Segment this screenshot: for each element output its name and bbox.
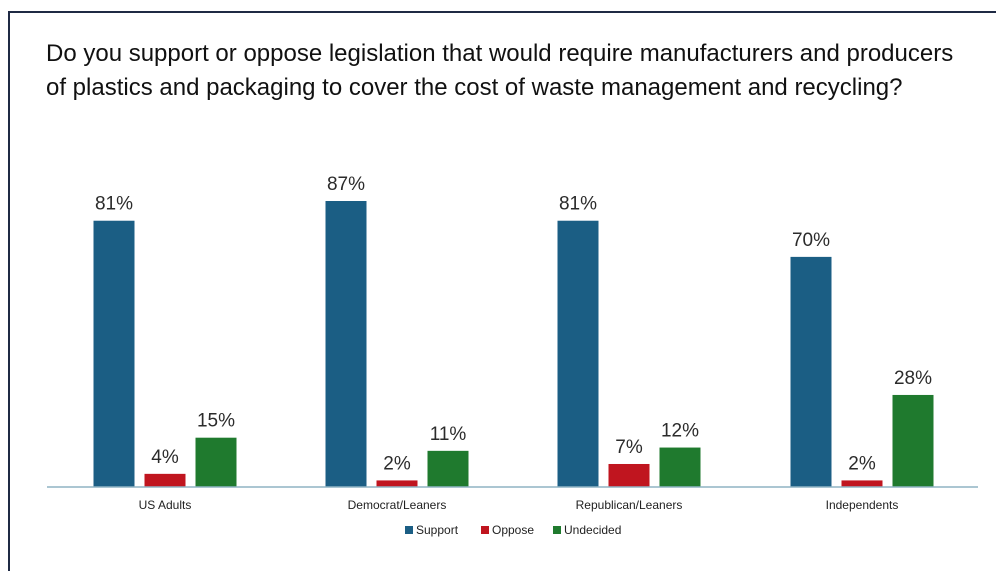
data-label-undecided-1: 11% — [430, 424, 467, 445]
bar-oppose-0 — [144, 473, 186, 487]
data-label-oppose-2: 7% — [615, 437, 643, 458]
data-label-undecided-3: 28% — [894, 368, 932, 389]
legend-label-undecided: Undecided — [564, 523, 621, 537]
bar-support-2 — [557, 220, 599, 488]
data-label-support-3: 70% — [792, 230, 830, 251]
bar-support-1 — [325, 201, 367, 487]
data-label-undecided-2: 12% — [661, 421, 699, 442]
legend-label-support: Support — [416, 523, 459, 537]
bar-chart: 81% 4% 15% US Adults 87% 2% 11% Democrat/Leaner… — [47, 174, 978, 537]
category-label-3: Independents — [826, 498, 899, 512]
data-label-undecided-0: 15% — [197, 411, 235, 432]
category-label-2: Republican/Leaners — [576, 498, 683, 512]
bar-undecided-3 — [892, 394, 934, 487]
chart-frame — [8, 11, 996, 571]
legend-swatch-oppose — [481, 526, 489, 534]
legend-label-oppose: Oppose — [492, 523, 534, 537]
chart-title: Do you support or oppose legislation tha… — [46, 40, 954, 101]
bar-undecided-0 — [195, 437, 237, 487]
bar-support-3 — [790, 256, 832, 487]
bar-oppose-2 — [608, 463, 650, 487]
data-label-support-2: 81% — [559, 194, 597, 215]
legend-swatch-support — [405, 526, 413, 534]
bar-support-0 — [93, 220, 135, 488]
data-label-oppose-1: 2% — [383, 453, 411, 474]
data-label-oppose-0: 4% — [151, 447, 179, 468]
bar-undecided-1 — [427, 450, 469, 487]
data-label-support-1: 87% — [327, 174, 365, 195]
bar-oppose-3 — [841, 480, 883, 487]
category-label-0: US Adults — [139, 498, 192, 512]
legend-swatch-undecided — [553, 526, 561, 534]
data-label-support-0: 81% — [95, 194, 133, 215]
category-label-1: Democrat/Leaners — [348, 498, 447, 512]
data-label-oppose-3: 2% — [848, 453, 876, 474]
bar-oppose-1 — [376, 480, 418, 487]
bar-undecided-2 — [659, 447, 701, 487]
